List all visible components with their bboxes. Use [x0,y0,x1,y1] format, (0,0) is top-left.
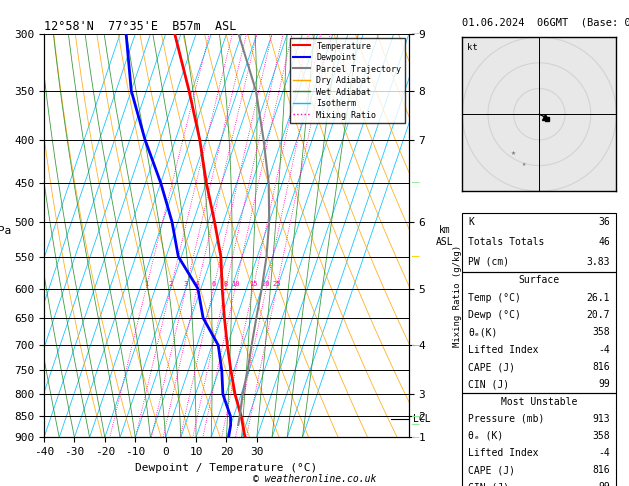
Text: -4: -4 [599,345,610,355]
Text: Pressure (mb): Pressure (mb) [469,414,545,424]
Text: -4: -4 [599,448,610,458]
Text: 01.06.2024  06GMT  (Base: 06): 01.06.2024 06GMT (Base: 06) [462,17,629,27]
Text: ★: ★ [522,160,526,167]
Text: 358: 358 [593,431,610,441]
Text: —: — [412,28,420,40]
Text: Most Unstable: Most Unstable [501,397,577,407]
Text: —: — [412,339,420,352]
Text: —: — [412,431,420,444]
Text: 8: 8 [223,280,228,287]
Text: kt: kt [467,43,477,52]
Text: K: K [469,217,474,227]
Text: 10: 10 [231,280,239,287]
Text: 358: 358 [593,328,610,337]
Text: —: — [412,418,420,432]
Text: Lifted Index: Lifted Index [469,345,539,355]
Text: 26.1: 26.1 [587,293,610,303]
Text: 1: 1 [144,280,148,287]
Legend: Temperature, Dewpoint, Parcel Trajectory, Dry Adiabat, Wet Adiabat, Isotherm, Mi: Temperature, Dewpoint, Parcel Trajectory… [290,38,404,123]
Text: 816: 816 [593,465,610,475]
Text: Mixing Ratio (g/kg): Mixing Ratio (g/kg) [453,245,462,347]
Text: 46: 46 [599,237,610,247]
Text: 99: 99 [599,482,610,486]
Text: CIN (J): CIN (J) [469,482,509,486]
Text: —: — [412,410,420,423]
Y-axis label: hPa: hPa [0,226,11,236]
Text: 12°58'N  77°35'E  B57m  ASL: 12°58'N 77°35'E B57m ASL [44,20,237,33]
Text: θₑ (K): θₑ (K) [469,431,504,441]
Text: Surface: Surface [519,276,560,285]
Bar [462,272,616,393]
Text: 3.83: 3.83 [587,257,610,267]
Text: CAPE (J): CAPE (J) [469,362,516,372]
Bar [462,212,616,272]
Text: 6: 6 [211,280,216,287]
Text: θₑ(K): θₑ(K) [469,328,498,337]
X-axis label: Dewpoint / Temperature (°C): Dewpoint / Temperature (°C) [135,463,318,473]
Text: 3: 3 [184,280,188,287]
Text: 99: 99 [599,379,610,389]
Text: 15: 15 [248,280,257,287]
Text: 913: 913 [593,414,610,424]
Text: Temp (°C): Temp (°C) [469,293,521,303]
Bar [462,393,616,486]
Text: © weatheronline.co.uk: © weatheronline.co.uk [253,473,376,484]
Text: 20.7: 20.7 [587,310,610,320]
Y-axis label: km
ASL: km ASL [436,225,454,246]
Text: CAPE (J): CAPE (J) [469,465,516,475]
Text: 2: 2 [169,280,173,287]
Text: 4: 4 [195,280,199,287]
Text: CIN (J): CIN (J) [469,379,509,389]
Text: 36: 36 [599,217,610,227]
Text: 816: 816 [593,362,610,372]
Text: —: — [412,176,420,190]
Text: PW (cm): PW (cm) [469,257,509,267]
Text: LCL: LCL [413,414,431,424]
Text: 25: 25 [272,280,281,287]
Text: Dewp (°C): Dewp (°C) [469,310,521,320]
Text: Totals Totals: Totals Totals [469,237,545,247]
Text: ★: ★ [511,148,516,157]
Text: 20: 20 [262,280,270,287]
Text: —: — [412,250,420,263]
Text: Lifted Index: Lifted Index [469,448,539,458]
